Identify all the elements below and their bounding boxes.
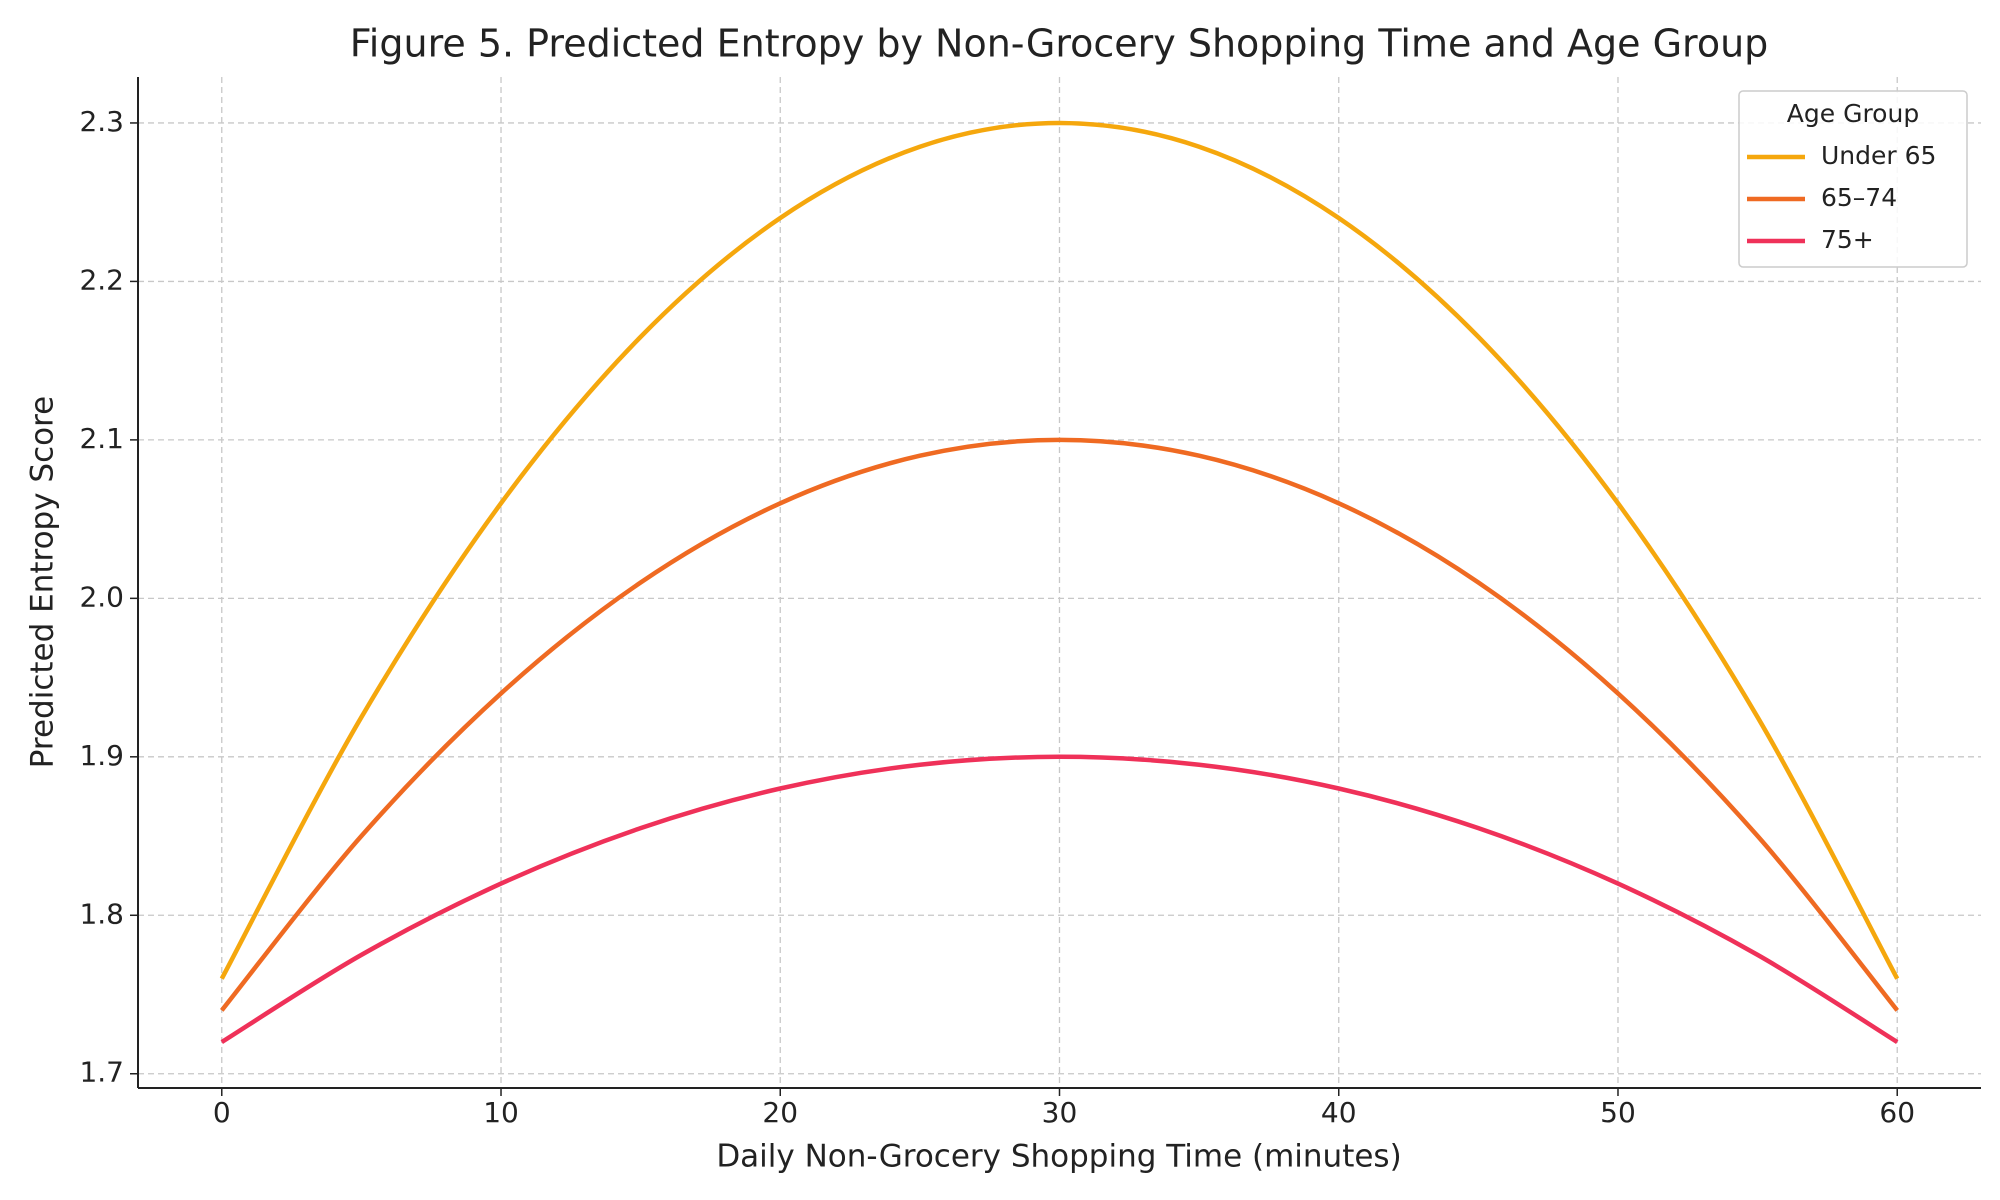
- x-axis-label: Daily Non-Grocery Shopping Time (minutes…: [716, 1139, 1401, 1175]
- x-tick-label: 30: [1042, 1096, 1078, 1129]
- y-tick-label: 2.2: [79, 263, 124, 296]
- x-tick-label: 40: [1321, 1096, 1357, 1129]
- y-tick-label: 2.3: [79, 105, 124, 138]
- y-tick-label: 2.1: [79, 422, 124, 455]
- y-axis-label: Predicted Entropy Score: [25, 396, 61, 769]
- y-tick-label: 1.7: [79, 1056, 124, 1089]
- line-series: [219, 120, 1900, 980]
- line-series: [220, 754, 1899, 1044]
- x-tick-label: 10: [483, 1096, 519, 1129]
- x-tick-label: 0: [213, 1096, 231, 1129]
- legend-box: [1738, 90, 1968, 268]
- legend-label: 65–74: [1821, 183, 1897, 212]
- line-series: [220, 437, 1899, 1012]
- chart-title: Figure 5. Predicted Entropy by Non-Groce…: [350, 22, 1769, 66]
- legend-label: 75+: [1821, 225, 1874, 254]
- x-tick-label: 20: [762, 1096, 798, 1129]
- legend-title: Age Group: [1787, 99, 1919, 128]
- x-tick-label: 60: [1879, 1096, 1915, 1129]
- y-tick-label: 2.0: [79, 580, 124, 613]
- x-tick-label: 50: [1600, 1096, 1636, 1129]
- y-tick-label: 1.9: [79, 739, 124, 772]
- legend-label: Under 65: [1821, 141, 1936, 170]
- y-tick-label: 1.8: [79, 897, 124, 930]
